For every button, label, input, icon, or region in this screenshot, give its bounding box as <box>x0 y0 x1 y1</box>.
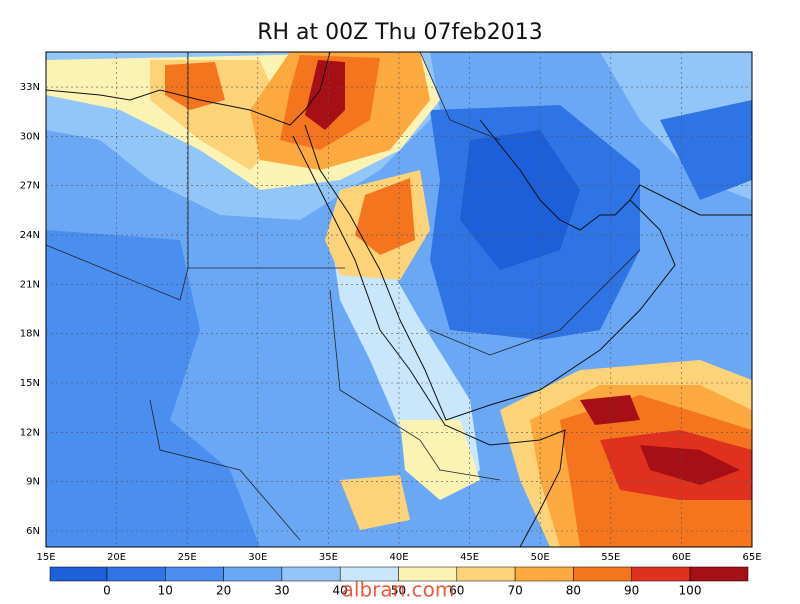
colorbar-box <box>689 566 749 582</box>
colorbar-label: 40 <box>333 584 348 598</box>
colorbar-label: 0 <box>103 584 111 598</box>
colorbar-label: 80 <box>566 584 581 598</box>
lon-label: 20E <box>107 552 126 563</box>
colorbar-box <box>631 566 691 582</box>
lon-label: 60E <box>672 552 691 563</box>
colorbar-box <box>281 566 341 582</box>
colorbar-label: 60 <box>449 584 464 598</box>
lon-label: 50E <box>531 552 550 563</box>
lon-label: 40E <box>389 552 408 563</box>
borders <box>45 51 641 541</box>
colorbar-box <box>223 566 283 582</box>
colorbar-box <box>573 566 632 582</box>
lat-label: 30N <box>20 131 40 142</box>
lat-label: 9N <box>26 477 40 488</box>
lat-label: 18N <box>20 329 40 340</box>
lat-label: 33N <box>20 82 40 93</box>
lat-label: 15N <box>20 378 40 389</box>
lat-label: 27N <box>20 181 40 192</box>
colorbar-label: 70 <box>507 584 522 598</box>
axes: 15E 20E 25E 30E 35E 40E 45E 50E 55E 60E 65E 6N 9N 12N… <box>20 52 762 563</box>
lon-label: 25E <box>178 552 197 563</box>
lat-label: 6N <box>26 526 40 537</box>
lat-label: 12N <box>20 427 40 438</box>
colorbar-label: 30 <box>274 584 289 598</box>
lon-label: 45E <box>460 552 479 563</box>
colorbar: 0 10 20 30 40 50 60 70 80 90 100 <box>49 566 749 598</box>
lat-label: 21N <box>20 279 40 290</box>
colorbar-label: 20 <box>216 584 231 598</box>
colorbar-label: 100 <box>679 584 702 598</box>
colorbar-box <box>514 566 574 582</box>
colorbar-box <box>456 566 516 582</box>
title: RH at 00Z Thu 07feb2013 <box>257 20 543 45</box>
colorbar-label: 50 <box>391 584 406 598</box>
lon-label: 30E <box>248 552 267 563</box>
colorbar-box <box>106 566 166 582</box>
lon-label: 55E <box>601 552 620 563</box>
colorbar-label: 90 <box>624 584 639 598</box>
colorbar-box <box>49 566 108 582</box>
watermark: albran.com <box>342 578 455 601</box>
lon-label: 35E <box>319 552 338 563</box>
lon-label: 65E <box>742 552 761 563</box>
colorbar-label: 10 <box>158 584 173 598</box>
colorbar-box <box>165 566 224 582</box>
coastlines <box>45 51 752 548</box>
lon-label: 15E <box>36 552 55 563</box>
lat-label: 24N <box>20 230 40 241</box>
